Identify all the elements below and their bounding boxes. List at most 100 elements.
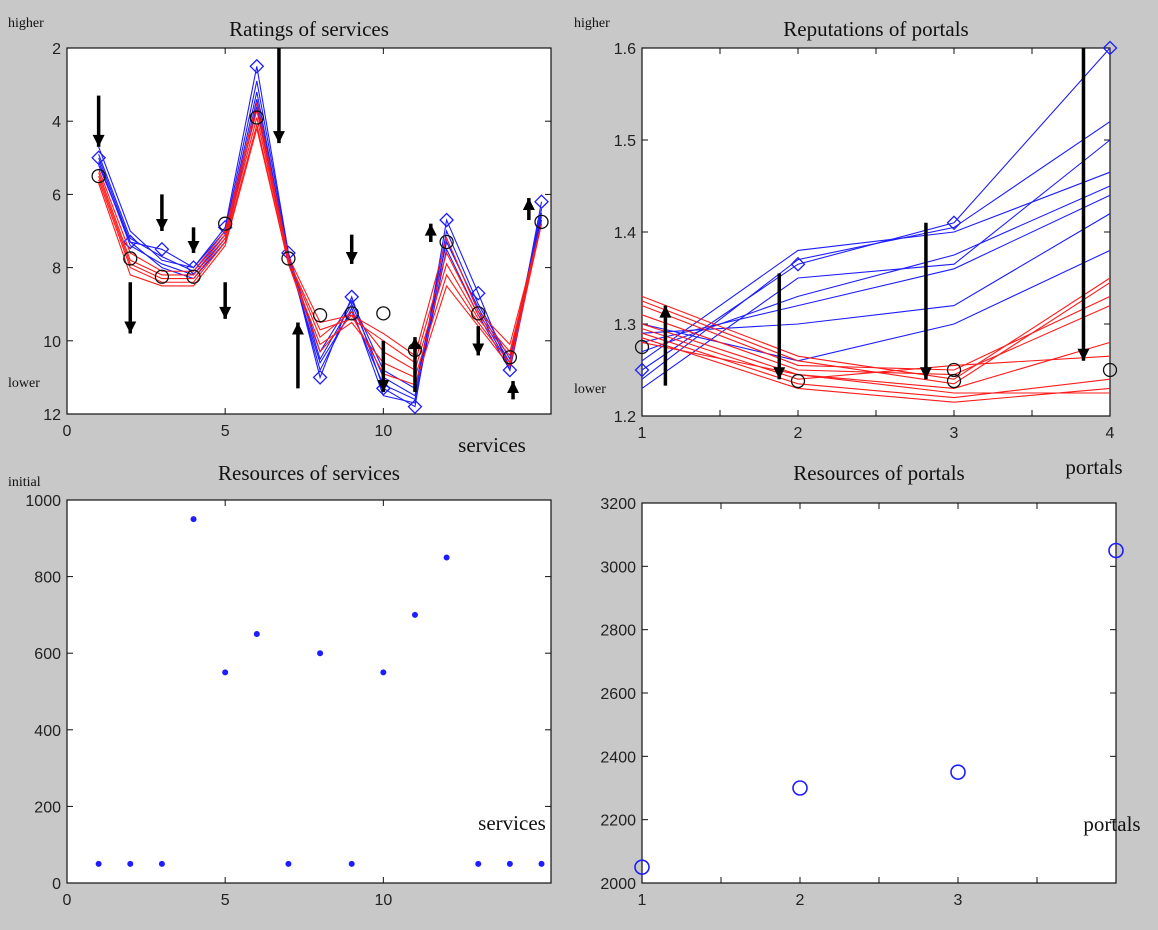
y-tick-label: 2400	[600, 749, 636, 766]
data-point	[411, 611, 418, 618]
x-tick-label: 2	[794, 425, 803, 442]
series-line	[641, 121, 1111, 380]
series-line	[641, 328, 1111, 380]
diamond-marker	[249, 58, 265, 74]
arrow-head	[919, 367, 932, 380]
arrow-head	[124, 321, 137, 334]
x-axis-label: portals	[1065, 455, 1122, 479]
x-tick-label: 1	[638, 892, 647, 909]
data-point	[285, 860, 292, 867]
data-point	[158, 860, 165, 867]
data-point	[443, 554, 450, 561]
circle-marker	[439, 234, 454, 250]
circle-marker	[218, 216, 233, 231]
arrow-head	[424, 223, 437, 236]
data-point	[348, 860, 355, 867]
data-point	[127, 860, 134, 867]
series-line	[98, 124, 543, 379]
diamond-marker	[502, 362, 518, 378]
series-line	[641, 171, 1111, 362]
series-line	[641, 323, 1111, 389]
diamond-marker	[122, 234, 138, 250]
data-point	[634, 859, 650, 875]
arrow-head	[345, 251, 358, 264]
data-point	[380, 669, 387, 676]
arrow-head	[507, 381, 520, 394]
circle-marker	[249, 110, 264, 125]
y-tick-label: 200	[34, 799, 61, 816]
circle-marker	[312, 308, 328, 323]
y-tick-label: 400	[34, 723, 61, 740]
y-tick-label: 600	[34, 646, 61, 663]
arrow-head	[522, 198, 535, 211]
circle-marker	[154, 269, 170, 284]
corner-label-bottom: lower	[574, 382, 606, 397]
circle-marker	[376, 306, 391, 321]
data-point	[317, 650, 324, 657]
data-point	[1108, 542, 1124, 559]
plot-area	[641, 502, 1117, 884]
y-tick-label: 2200	[600, 813, 636, 830]
series-line	[98, 80, 543, 397]
y-tick-label: 1.6	[614, 41, 636, 58]
data-point	[222, 669, 229, 676]
y-tick-label: 3200	[600, 496, 636, 513]
plot-area	[66, 499, 552, 884]
chart-title: Resources of services	[218, 461, 400, 485]
diamond-marker	[534, 194, 549, 210]
arrow-head	[773, 367, 786, 380]
y-tick-label: 2	[52, 41, 61, 58]
y-tick-label: 0	[52, 876, 61, 893]
series-line	[98, 128, 543, 386]
corner-label-top: initial	[8, 475, 41, 490]
corner-label-top: higher	[574, 16, 610, 31]
x-tick-label: 5	[221, 892, 230, 909]
arrow-head	[377, 380, 390, 393]
arrow-head	[272, 131, 285, 144]
arrow-head	[472, 343, 485, 356]
diamond-marker	[407, 399, 423, 415]
arrow-head	[1077, 348, 1090, 361]
y-tick-label: 800	[34, 570, 61, 587]
x-tick-label: 10	[374, 423, 392, 440]
arrow-head	[408, 337, 421, 350]
x-tick-label: 3	[950, 425, 959, 442]
data-point	[475, 860, 482, 867]
data-point	[506, 860, 513, 867]
diamond-marker	[790, 256, 806, 272]
diamond-marker	[439, 212, 455, 228]
circle-marker	[186, 269, 201, 284]
y-tick-label: 10	[43, 334, 61, 351]
ratings-chart: 0 5 10 2 4 6 8 10 12 Ratings of services services h…	[8, 16, 552, 457]
y-tick-label: 2000	[600, 876, 636, 893]
circle-marker	[534, 214, 549, 230]
circle-marker	[634, 339, 650, 355]
series-line	[641, 194, 1111, 343]
circle-marker	[502, 350, 518, 365]
service-resources-chart: 0 5 10 0 200 400 600 800 1000 Resources of servic…	[8, 461, 552, 909]
arrow-head	[291, 322, 304, 335]
data-point	[538, 860, 545, 867]
x-axis-label: services	[458, 433, 526, 457]
circle-marker	[1102, 362, 1118, 378]
series-line	[641, 295, 1111, 371]
x-axis-label: portals	[1083, 812, 1140, 836]
arrow-head	[659, 305, 672, 318]
chart-title: Reputations of portals	[783, 17, 968, 41]
y-tick-label: 1.3	[614, 317, 636, 334]
circle-marker	[946, 362, 962, 378]
portal-resources-chart: 1 2 3 2000 2200 2400 2600 2800 3000 3200 Resources…	[600, 461, 1140, 909]
series-line	[98, 110, 543, 364]
circle-marker	[123, 251, 138, 266]
x-tick-label: 1	[638, 425, 647, 442]
diamond-marker	[470, 285, 486, 301]
data-point	[792, 780, 808, 796]
series-line	[98, 66, 543, 408]
x-tick-label: 0	[63, 423, 72, 440]
y-tick-label: 4	[52, 114, 61, 131]
x-tick-label: 3	[954, 892, 963, 909]
reputations-chart: 1 2 3 4 1.2 1.3 1.4 1.5 1.6 Reputations of portal…	[574, 16, 1123, 479]
series-line	[98, 102, 543, 357]
series-line	[641, 213, 1111, 334]
